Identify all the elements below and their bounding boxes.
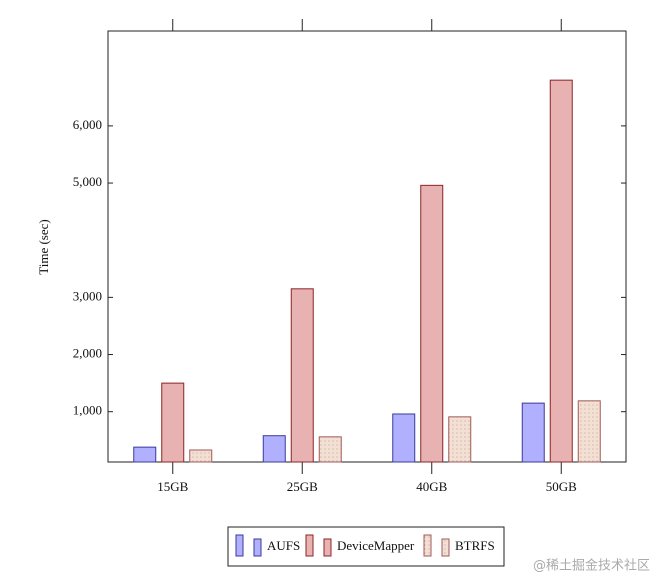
bar — [262, 435, 286, 463]
bar — [161, 382, 185, 463]
bar — [448, 416, 472, 463]
y-tick-label: 3,000 — [73, 288, 102, 303]
bar — [549, 79, 573, 463]
legend-box — [227, 526, 505, 567]
bar — [290, 288, 314, 463]
bar — [420, 184, 444, 463]
y-tick-label: 1,000 — [73, 403, 102, 418]
legend-swatch — [323, 538, 332, 557]
bar — [318, 436, 342, 463]
x-tick-label: 25GB — [287, 479, 318, 494]
legend-swatch — [305, 534, 314, 557]
watermark: @稀土掘金技术社区 — [533, 558, 650, 574]
y-tick-label: 2,000 — [73, 346, 102, 361]
bar — [392, 413, 416, 463]
plot-frame — [107, 30, 627, 463]
legend-swatch — [423, 534, 432, 557]
x-tick-label: 40GB — [416, 479, 447, 494]
y-tick-label: 6,000 — [73, 117, 102, 132]
bar — [189, 449, 213, 463]
legend-swatch — [253, 538, 262, 557]
legend-label: BTRFS — [455, 538, 495, 553]
y-tick-label: 5,000 — [73, 174, 102, 189]
x-tick-label: 50GB — [546, 479, 577, 494]
legend-label: AUFS — [267, 538, 300, 553]
bar — [133, 446, 157, 463]
bar — [577, 400, 601, 463]
legend-swatch — [235, 534, 244, 557]
legend-label: DeviceMapper — [337, 538, 415, 553]
y-axis-label: Time (sec) — [36, 219, 51, 275]
legend-swatch — [441, 538, 450, 557]
bar — [521, 402, 545, 463]
x-tick-label: 15GB — [157, 479, 188, 494]
